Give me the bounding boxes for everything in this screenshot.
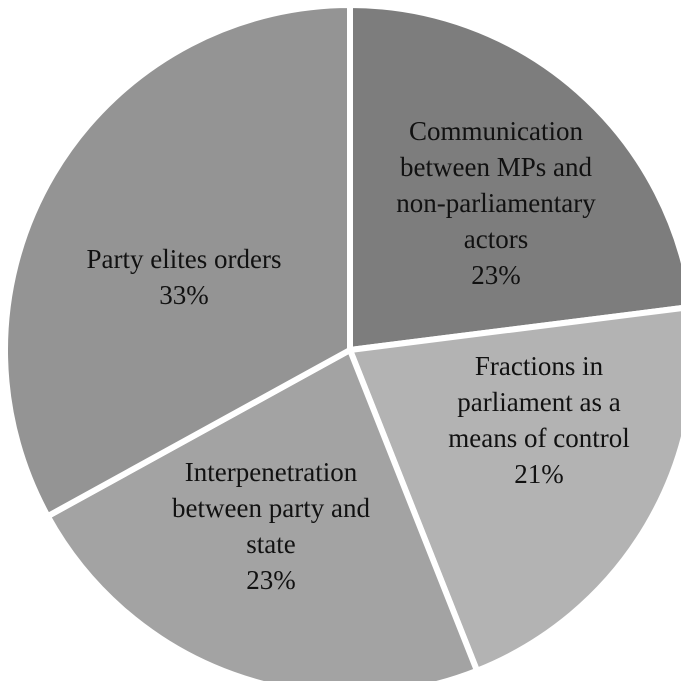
slice-label-2: Interpenetration between party and state 23… (172, 457, 370, 595)
slice-category-label: Fractions in (475, 351, 604, 381)
pie-slice-0 (347, 2, 681, 353)
pie-slice-1 (347, 305, 681, 674)
slice-labels: Communication between MPs and non-parliame… (87, 116, 630, 595)
pie-slice-3 (2, 2, 353, 520)
slice-label-1: Fractions in parliament as a means of cont… (448, 351, 629, 489)
slice-category-label: between party and (172, 493, 370, 523)
slice-category-label: parliament as a (457, 387, 620, 417)
pie-slice-2 (44, 347, 480, 681)
slice-value-label: 33% (159, 280, 209, 310)
slice-value-label: 23% (471, 260, 521, 290)
slice-category-label: Communication (409, 116, 583, 146)
slice-category-label: actors (464, 224, 528, 254)
slice-label-0: Communication between MPs and non-parliame… (396, 116, 596, 290)
slice-value-label: 21% (514, 459, 564, 489)
slice-category-label: Party elites orders (87, 244, 282, 274)
slice-category-label: between MPs and (400, 152, 592, 182)
slice-category-label: Interpenetration (185, 457, 358, 487)
slice-category-label: state (246, 529, 295, 559)
slice-value-label: 23% (246, 565, 296, 595)
slice-category-label: non-parliamentary (396, 188, 596, 218)
slice-label-3: Party elites orders 33% (87, 244, 282, 310)
slice-category-label: means of control (448, 423, 629, 453)
